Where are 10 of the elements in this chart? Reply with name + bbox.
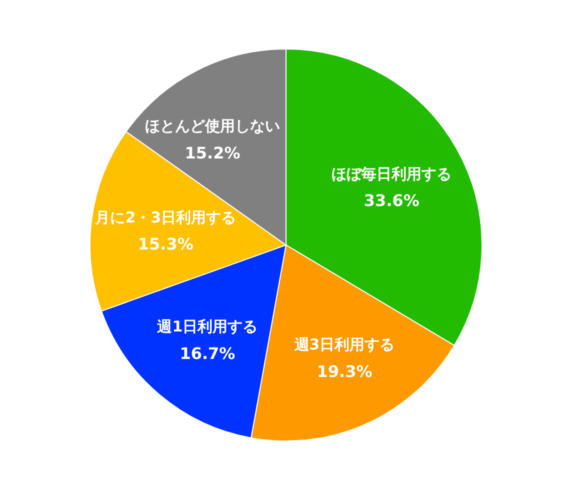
- data-label: 33.6%: [364, 191, 420, 210]
- data-label: 16.7%: [180, 344, 236, 363]
- slice-label: ほぼ毎日利用する: [332, 165, 452, 184]
- slice-label: 週3日利用する: [293, 336, 395, 354]
- slice-label: ほとんど使用しない: [145, 117, 280, 136]
- data-label: 15.3%: [138, 234, 194, 254]
- slice-label: 週1日利用する: [156, 318, 258, 336]
- data-label: 15.2%: [184, 143, 240, 162]
- slice-label: 月に2・3日利用する: [94, 208, 236, 226]
- data-label: 19.3%: [316, 362, 372, 381]
